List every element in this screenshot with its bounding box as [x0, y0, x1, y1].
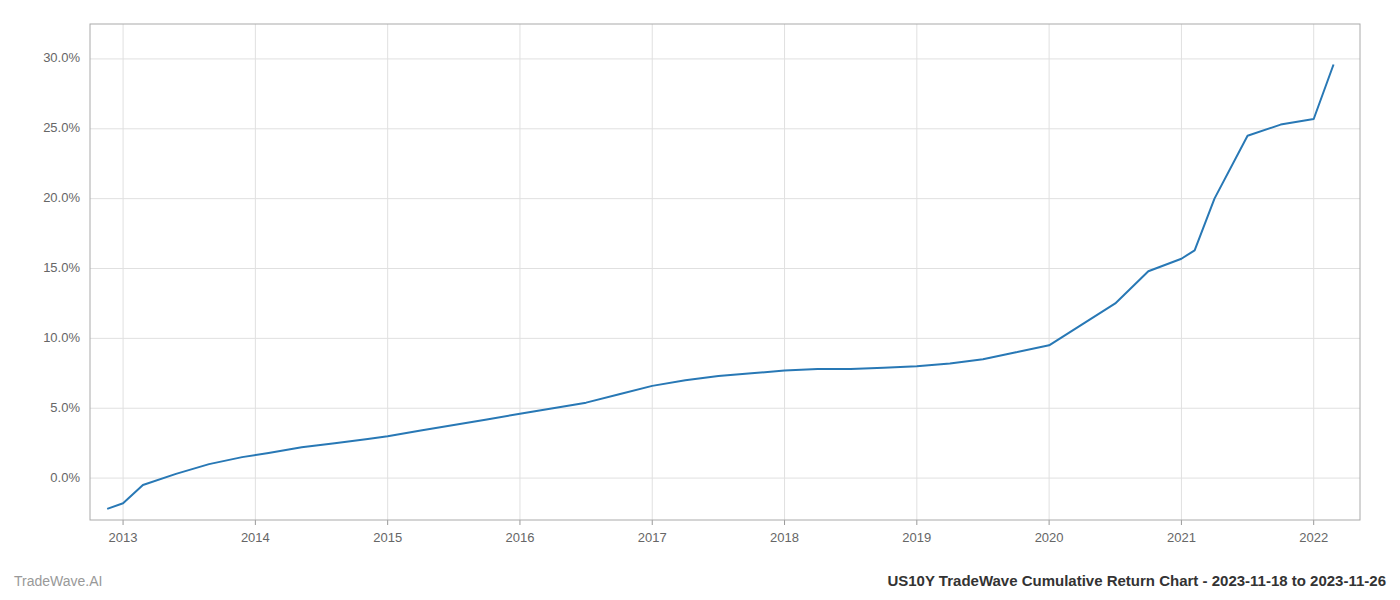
- y-grid-line: [90, 58, 1360, 59]
- x-tick-mark: [916, 520, 917, 525]
- y-grid-line: [90, 408, 1360, 409]
- x-tick-label: 2013: [109, 530, 138, 545]
- x-tick-mark: [1313, 520, 1314, 525]
- y-tick-label: 0.0%: [50, 470, 80, 485]
- x-grid-line: [387, 24, 388, 520]
- y-grid-line: [90, 268, 1360, 269]
- watermark: TradeWave.AI: [14, 573, 102, 589]
- x-tick-label: 2019: [902, 530, 931, 545]
- y-grid-line: [90, 338, 1360, 339]
- x-tick-label: 2021: [1167, 530, 1196, 545]
- x-tick-mark: [123, 520, 124, 525]
- y-tick-label: 10.0%: [43, 330, 80, 345]
- y-tick-label: 30.0%: [43, 50, 80, 65]
- x-grid-line: [1313, 24, 1314, 520]
- x-tick-label: 2017: [638, 530, 667, 545]
- y-grid-line: [90, 128, 1360, 129]
- x-tick-mark: [387, 520, 388, 525]
- x-grid-line: [1181, 24, 1182, 520]
- data-layer: [107, 65, 1333, 509]
- y-tick-label: 5.0%: [50, 400, 80, 415]
- axes: 0.0% 5.0% 10.0% 15.0% 20.0% 25.0% 30.0% 2013 201…: [43, 24, 1360, 545]
- x-grid-line: [123, 24, 124, 520]
- x-tick-mark: [255, 520, 256, 525]
- x-tick-mark: [652, 520, 653, 525]
- x-tick-mark: [519, 520, 520, 525]
- x-grid-line: [255, 24, 256, 520]
- chart: 0.0% 5.0% 10.0% 15.0% 20.0% 25.0% 30.0% 2013 201…: [0, 0, 1400, 600]
- data-line: [107, 65, 1333, 509]
- x-tick-label: 2015: [373, 530, 402, 545]
- y-grid-line: [90, 198, 1360, 199]
- title: US10Y TradeWave Cumulative Return Chart …: [887, 572, 1386, 589]
- x-tick-mark: [784, 520, 785, 525]
- x-tick-label: 2018: [770, 530, 799, 545]
- x-tick-label: 2016: [505, 530, 534, 545]
- x-grid-line: [519, 24, 520, 520]
- plot-frame: [90, 24, 1360, 520]
- y-tick-label: 20.0%: [43, 190, 80, 205]
- x-tick-label: 2014: [241, 530, 270, 545]
- x-grid-line: [916, 24, 917, 520]
- y-grid-line: [90, 478, 1360, 479]
- x-tick-label: 2020: [1035, 530, 1064, 545]
- texts: TradeWave.AI US10Y TradeWave Cumulative R…: [14, 572, 1386, 589]
- x-tick-label: 2022: [1299, 530, 1328, 545]
- x-grid-line: [652, 24, 653, 520]
- x-tick-mark: [1049, 520, 1050, 525]
- x-tick-mark: [1181, 520, 1182, 525]
- grid: [90, 24, 1360, 520]
- y-tick-label: 15.0%: [43, 260, 80, 275]
- x-grid-line: [1049, 24, 1050, 520]
- x-grid-line: [784, 24, 785, 520]
- y-tick-label: 25.0%: [43, 120, 80, 135]
